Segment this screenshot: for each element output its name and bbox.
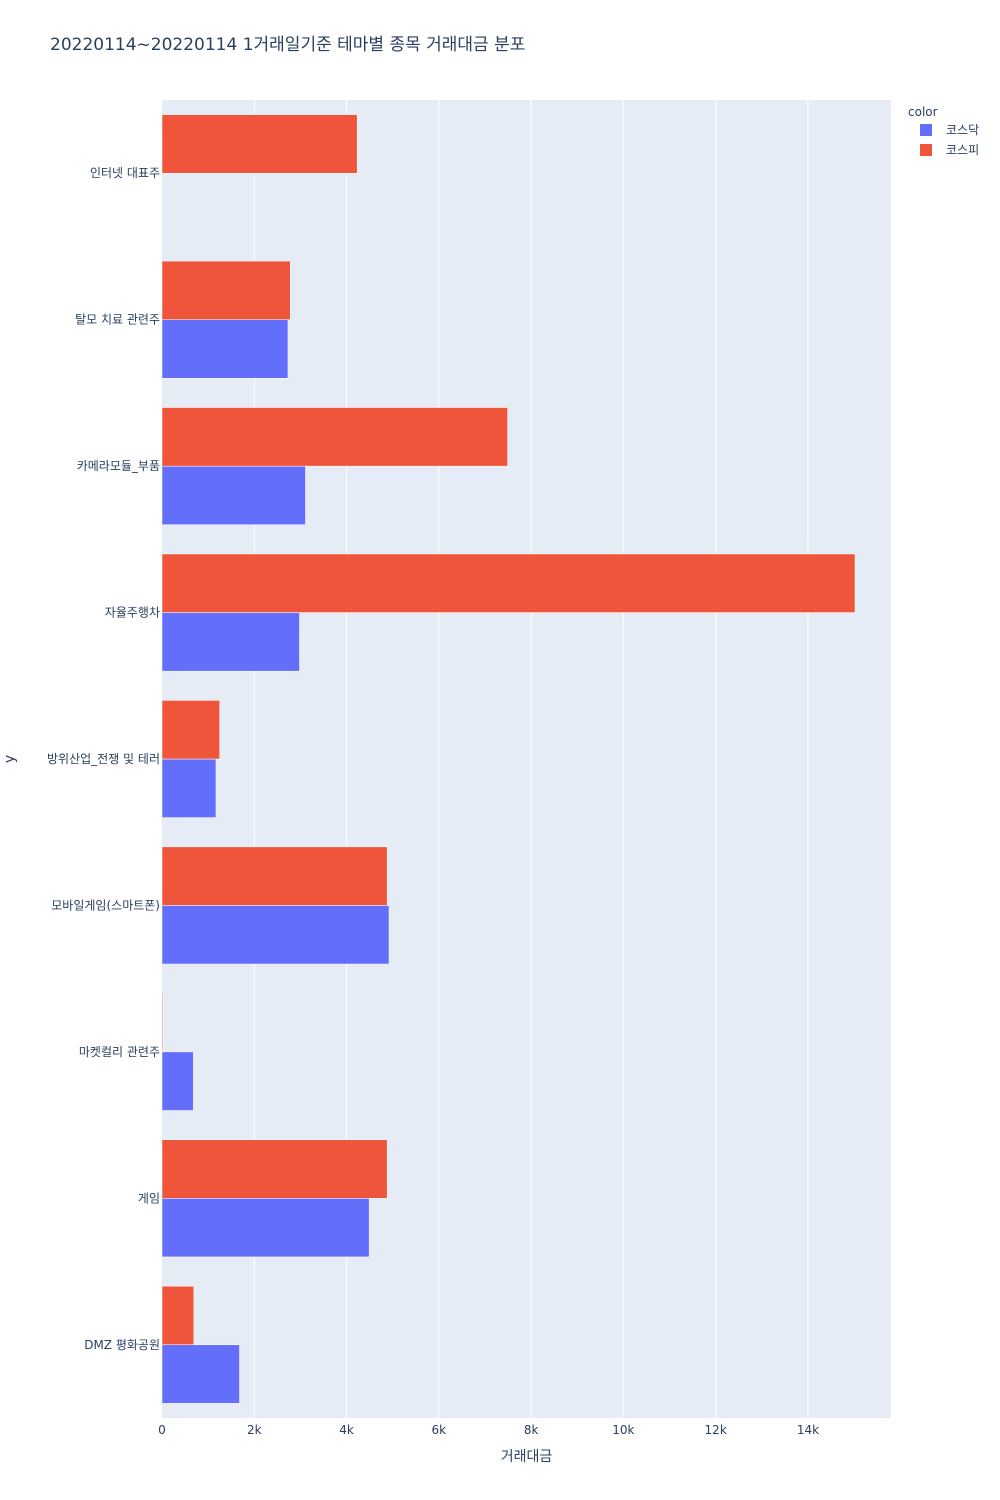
bar-kospi	[161, 993, 164, 1053]
bar-kosdaq	[161, 1198, 370, 1258]
x-axis-ticks: 0 2k 4k 6k 8k 10k 12k 14k	[158, 1423, 819, 1437]
x-tick-label: 12k	[705, 1423, 727, 1437]
bar-kosdaq	[161, 1051, 194, 1111]
y-tick-label: 인터넷 대표주	[90, 166, 160, 180]
y-tick-label: 카메라모듈_부품	[77, 459, 160, 473]
bars	[161, 114, 856, 1404]
x-tick-label: 6k	[432, 1423, 447, 1437]
bar-kospi	[161, 1285, 195, 1346]
bar-kospi	[161, 700, 220, 760]
y-tick-label: 자율주행차	[105, 605, 160, 620]
bar-kosdaq	[161, 905, 390, 965]
chart-title: 20220114~20220114 1거래일기준 테마별 종목 거래대금 분포	[50, 35, 525, 55]
x-tick-label: 0	[158, 1423, 166, 1437]
bar-kosdaq	[161, 319, 289, 379]
y-tick-label: 게임	[138, 1191, 160, 1205]
bar-kosdaq	[161, 612, 300, 672]
x-tick-label: 8k	[524, 1423, 539, 1437]
bar-kospi	[161, 114, 358, 174]
bar-kosdaq	[161, 758, 217, 818]
x-tick-label: 10k	[612, 1423, 634, 1437]
x-tick-label: 4k	[339, 1423, 354, 1437]
y-tick-label: DMZ 평화공원	[84, 1338, 160, 1352]
y-tick-label: 탈모 치료 관련주	[75, 313, 160, 327]
y-tick-label: 방위산업_전쟁 및 테러	[47, 752, 160, 766]
bar-kospi	[161, 846, 388, 906]
x-tick-label: 14k	[797, 1423, 819, 1437]
bar-kospi	[161, 260, 291, 320]
bar-kospi	[161, 407, 508, 467]
x-axis-title: 거래대금	[501, 1449, 553, 1465]
y-axis-title: y	[2, 755, 18, 763]
legend-label-kospi[interactable]: 코스피	[946, 143, 979, 157]
x-tick-label: 2k	[247, 1423, 262, 1437]
bar-kospi	[161, 553, 856, 613]
legend-swatch-kosdaq[interactable]	[920, 124, 932, 136]
legend-swatch-kospi[interactable]	[920, 144, 932, 156]
bar-kosdaq	[161, 1344, 240, 1404]
y-tick-label: 모바일게임(스마트폰)	[51, 898, 160, 912]
legend-label-kosdaq[interactable]: 코스닥	[946, 123, 979, 137]
y-tick-label: 마켓컬리 관련주	[79, 1045, 160, 1059]
bar-kosdaq	[161, 465, 306, 525]
bar-kospi	[161, 1139, 388, 1199]
legend-title: color	[908, 105, 938, 119]
